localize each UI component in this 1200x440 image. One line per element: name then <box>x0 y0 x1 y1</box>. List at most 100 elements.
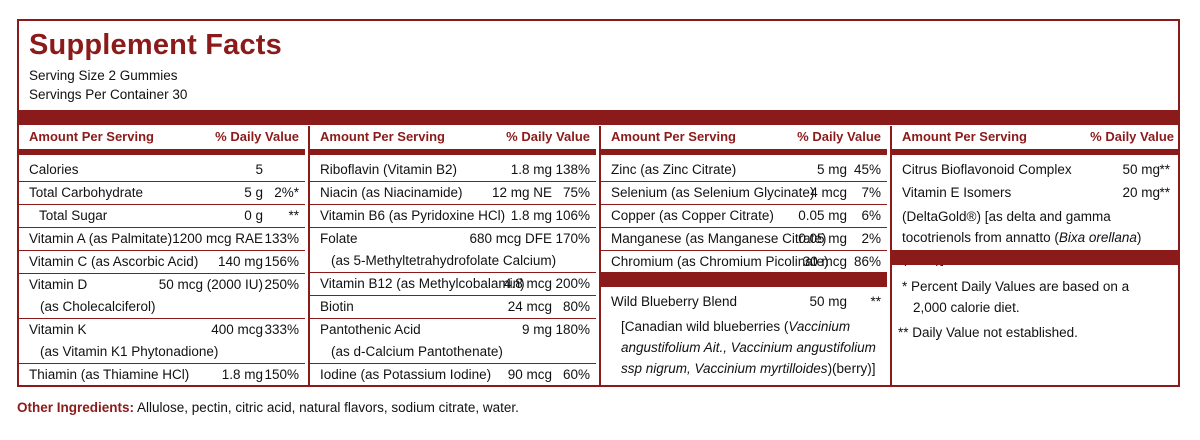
nutrient-name: Vitamin E Isomers <box>902 185 1012 200</box>
nutrient-amount: 140 mg <box>217 254 263 269</box>
nutrient-name: Copper (as Copper Citrate) <box>611 208 774 223</box>
nutrient-row: Pantothenic Acid (as d-Calcium Pantothena… <box>310 319 596 364</box>
serving-size: Serving Size 2 Gummies <box>29 68 178 83</box>
nutrient-column-1: Amount Per Serving % Daily Value Calorie… <box>19 126 305 385</box>
nutrient-amount: 5 g <box>244 185 263 200</box>
other-ingredients: Other Ingredients: Allulose, pectin, cit… <box>17 400 519 415</box>
nutrient-dv: 2% <box>861 231 881 246</box>
nutrient-name: Iodine (as Potassium Iodine) <box>320 367 492 382</box>
blend-amount: 50 mg <box>809 294 847 309</box>
nutrient-row: Riboflavin (Vitamin B2) 1.8 mg 138% <box>310 159 596 182</box>
nutrient-source: (as d-Calcium Pantothenate) <box>331 344 503 359</box>
nutrient-name: Biotin <box>320 299 354 314</box>
nutrient-dv: 156% <box>264 254 299 269</box>
nutrient-amount: 1.8 mg <box>510 208 552 223</box>
nutrient-row: Copper (as Copper Citrate) 0.05 mg 6% <box>601 205 887 228</box>
panel-title: Supplement Facts <box>29 29 282 61</box>
footnote-line-2: 2,000 calorie diet. <box>913 300 1020 315</box>
nutrient-row: Calories 5 <box>19 159 305 182</box>
nutrient-amount: 680 mcg DFE <box>469 231 552 246</box>
blend-dv: ** <box>870 294 881 309</box>
nutrient-dv: 106% <box>555 208 590 223</box>
nutrient-row: Selenium (as Selenium Glycinate) 4 mcg 7% <box>601 182 887 205</box>
nutrient-dv: ** <box>1159 162 1170 177</box>
header-dv-label: % Daily Value <box>1090 129 1174 144</box>
header-amount-label: Amount Per Serving <box>320 129 445 144</box>
nutrient-row: Vitamin D (as Cholecalciferol) 50 mcg (200… <box>19 274 305 319</box>
nutrient-dv: 138% <box>555 162 590 177</box>
other-ingredients-label: Other Ingredients: <box>17 400 135 415</box>
nutrient-dv: 80% <box>562 299 590 314</box>
nutrient-row: Manganese (as Manganese Citrate) 0.05 mg 2… <box>601 228 887 251</box>
nutrient-column-4: Amount Per Serving % Daily Value Citrus … <box>890 126 1180 385</box>
nutrient-amount: 5 <box>255 162 263 177</box>
nutrient-row: Total Sugar 0 g ** <box>19 205 305 228</box>
nutrient-row: Vitamin B12 (as Methylcobalamin) 4.8 mcg 2… <box>310 273 596 296</box>
nutrient-name: Citrus Bioflavonoid Complex <box>902 162 1072 177</box>
nutrient-amount: 4.8 mcg <box>503 276 552 291</box>
nutrient-rows: Riboflavin (Vitamin B2) 1.8 mg 138% Niacin … <box>310 159 596 386</box>
blend-desc-open: [Canadian wild blueberries ( <box>621 319 789 334</box>
nutrient-row: Vitamin C (as Ascorbic Acid) 140 mg 156% <box>19 251 305 274</box>
blend-description: [Canadian wild blueberries (Vaccinium an… <box>621 316 881 379</box>
header-amount-label: Amount Per Serving <box>611 129 736 144</box>
nutrient-name: Niacin (as Niacinamide) <box>320 185 463 200</box>
nutrient-dv: ** <box>288 208 299 223</box>
footnote-dv-not-established: ** Daily Value not established. <box>898 325 1078 340</box>
blend-divider-bar <box>601 272 887 287</box>
nutrient-rows: Citrus Bioflavonoid Complex 50 mg ** <box>892 159 1180 181</box>
nutrient-amount: 0.05 mg <box>798 208 847 223</box>
header-rule <box>310 149 596 155</box>
nutrient-dv: 333% <box>264 322 299 337</box>
nutrient-amount: 5 mg <box>816 162 847 177</box>
header-dv-label: % Daily Value <box>797 129 881 144</box>
nutrient-amount: 90 mcg <box>507 367 552 382</box>
nutrient-row: Iodine (as Potassium Iodine) 90 mcg 60% <box>310 364 596 386</box>
nutrient-row: Zinc (as Zinc Citrate) 5 mg 45% <box>601 159 887 182</box>
nutrient-name: Manganese (as Manganese Citrate) <box>611 231 827 246</box>
column-header: Amount Per Serving % Daily Value <box>892 126 1180 149</box>
nutrient-row: Biotin 24 mcg 80% <box>310 296 596 319</box>
nutrient-name: Vitamin K <box>29 322 87 337</box>
nutrient-row: Vitamin B6 (as Pyridoxine HCl) 1.8 mg 106% <box>310 205 596 228</box>
nutrient-source: (as Vitamin K1 Phytonadione) <box>40 344 219 359</box>
nutrient-column-3: Amount Per Serving % Daily Value Zinc (a… <box>599 126 887 385</box>
header-dv-label: % Daily Value <box>506 129 590 144</box>
nutrient-name: Vitamin A (as Palmitate) <box>29 231 173 246</box>
nutrient-row: Vitamin A (as Palmitate) 1200 mcg RAE 133% <box>19 228 305 251</box>
nutrient-rows: Calories 5 Total Carbohydrate 5 g 2%* Total S… <box>19 159 305 386</box>
nutrient-amount: 50 mg <box>1122 162 1160 177</box>
other-ingredients-text: Allulose, pectin, citric acid, natural f… <box>134 400 519 415</box>
vitamin-e-row: Vitamin E Isomers 20 mg ** (DeltaGold®) … <box>892 182 1180 266</box>
servings-per-container: Servings Per Container 30 <box>29 87 188 102</box>
nutrient-row: Thiamin (as Thiamine HCl) 1.8 mg 150% <box>19 364 305 386</box>
nutrient-row: Niacin (as Niacinamide) 12 mg NE 75% <box>310 182 596 205</box>
nutrient-amount: 1.8 mg <box>510 162 552 177</box>
nutrient-name: Vitamin B6 (as Pyridoxine HCl) <box>320 208 506 223</box>
nutrient-name: Zinc (as Zinc Citrate) <box>611 162 737 177</box>
ve-desc-italic: Bixa orellana <box>1058 230 1137 245</box>
nutrient-name: Vitamin D <box>29 277 88 292</box>
column-header: Amount Per Serving % Daily Value <box>19 126 305 149</box>
nutrient-amount: 12 mg NE <box>491 185 552 200</box>
nutrient-row: Total Carbohydrate 5 g 2%* <box>19 182 305 205</box>
nutrient-amount: 0 g <box>244 208 263 223</box>
header-amount-label: Amount Per Serving <box>29 129 154 144</box>
nutrient-dv: 133% <box>264 231 299 246</box>
nutrient-name: Thiamin (as Thiamine HCl) <box>29 367 190 382</box>
nutrient-dv: 150% <box>264 367 299 382</box>
nutrient-amount: 400 mcg <box>211 322 263 337</box>
nutrient-name: Riboflavin (Vitamin B2) <box>320 162 458 177</box>
vitamin-e-head: Vitamin E Isomers 20 mg ** <box>892 182 1180 204</box>
nutrient-name: Total Carbohydrate <box>29 185 144 200</box>
nutrient-dv: 7% <box>861 185 881 200</box>
nutrient-rows: Zinc (as Zinc Citrate) 5 mg 45% Selenium (a… <box>601 159 887 273</box>
nutrient-amount: 20 mg <box>1122 185 1160 200</box>
nutrient-name: Selenium (as Selenium Glycinate) <box>611 185 815 200</box>
footnote-line-1: * Percent Daily Values are based on a <box>902 279 1130 294</box>
supplement-facts-panel: Supplement Facts Serving Size 2 Gummies … <box>17 19 1180 387</box>
nutrient-amount: 1200 mcg RAE <box>172 231 263 246</box>
nutrient-name: Folate <box>320 231 358 246</box>
nutrient-amount: 24 mcg <box>507 299 552 314</box>
nutrient-column-2: Amount Per Serving % Daily Value Ribofla… <box>308 126 596 385</box>
